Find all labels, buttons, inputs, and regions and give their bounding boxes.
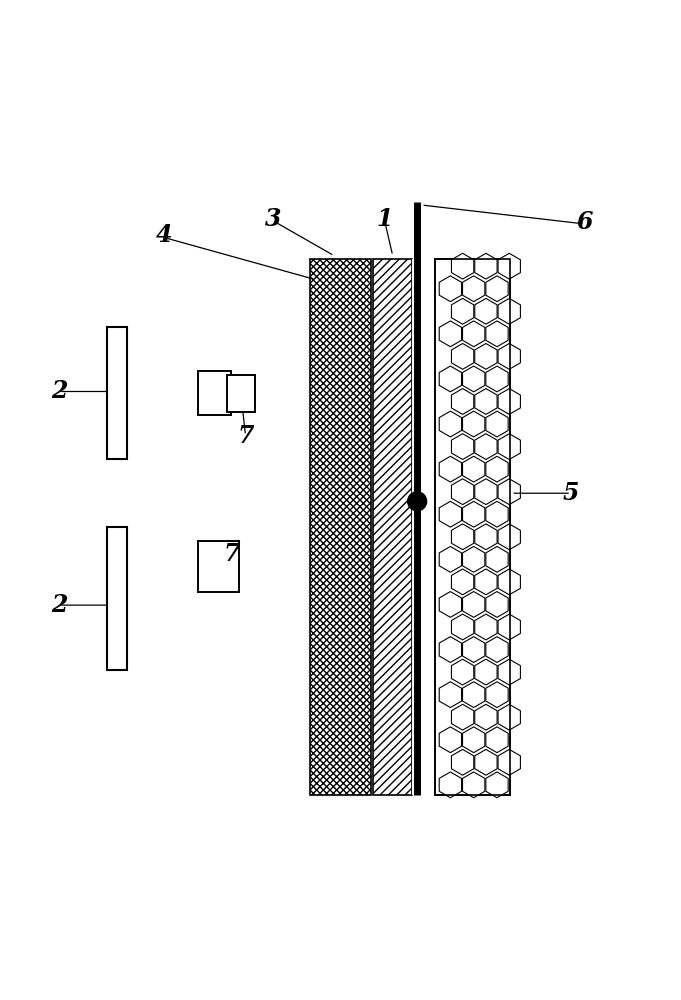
Polygon shape: [452, 389, 474, 414]
Bar: [413, 259, 418, 795]
Polygon shape: [462, 682, 485, 708]
Polygon shape: [439, 592, 462, 617]
Polygon shape: [498, 253, 520, 279]
Polygon shape: [498, 569, 520, 595]
Polygon shape: [439, 682, 462, 708]
Polygon shape: [475, 434, 497, 459]
Polygon shape: [439, 456, 462, 482]
Polygon shape: [462, 321, 485, 347]
Polygon shape: [452, 569, 474, 595]
Polygon shape: [452, 253, 474, 279]
Polygon shape: [475, 569, 497, 595]
Text: 5: 5: [563, 481, 580, 505]
Polygon shape: [475, 704, 497, 730]
Polygon shape: [486, 501, 508, 527]
Polygon shape: [439, 276, 462, 302]
Text: 2: 2: [51, 379, 67, 403]
Polygon shape: [439, 546, 462, 572]
Polygon shape: [498, 298, 520, 324]
Polygon shape: [486, 366, 508, 392]
Text: 7: 7: [237, 424, 254, 448]
Polygon shape: [498, 749, 520, 775]
Polygon shape: [439, 727, 462, 753]
Polygon shape: [498, 659, 520, 685]
Text: 4: 4: [156, 223, 172, 247]
Polygon shape: [439, 321, 462, 347]
Polygon shape: [486, 637, 508, 662]
Polygon shape: [462, 592, 485, 617]
Polygon shape: [475, 749, 497, 775]
Polygon shape: [498, 524, 520, 550]
Polygon shape: [486, 592, 508, 617]
Polygon shape: [475, 614, 497, 640]
Polygon shape: [452, 749, 474, 775]
Bar: [227, 375, 255, 412]
Text: 3: 3: [264, 207, 281, 231]
Polygon shape: [439, 772, 462, 798]
Polygon shape: [462, 637, 485, 662]
Polygon shape: [462, 727, 485, 753]
Polygon shape: [439, 411, 462, 437]
Polygon shape: [462, 411, 485, 437]
Bar: [310, 259, 371, 795]
Polygon shape: [462, 546, 485, 572]
Text: 7: 7: [224, 542, 240, 566]
Polygon shape: [486, 321, 508, 347]
Polygon shape: [439, 366, 462, 392]
Polygon shape: [462, 456, 485, 482]
Bar: [198, 541, 239, 592]
Bar: [310, 259, 371, 795]
Polygon shape: [475, 298, 497, 324]
Bar: [435, 259, 510, 795]
Polygon shape: [475, 344, 497, 369]
Polygon shape: [475, 659, 497, 685]
Polygon shape: [486, 411, 508, 437]
Text: 2: 2: [51, 593, 67, 617]
Polygon shape: [475, 389, 497, 414]
Polygon shape: [452, 479, 474, 505]
Polygon shape: [498, 434, 520, 459]
Text: 6: 6: [576, 210, 593, 234]
Polygon shape: [486, 682, 508, 708]
Polygon shape: [452, 524, 474, 550]
Polygon shape: [498, 344, 520, 369]
Polygon shape: [462, 772, 485, 798]
Polygon shape: [452, 434, 474, 459]
Polygon shape: [452, 298, 474, 324]
Polygon shape: [452, 704, 474, 730]
Bar: [106, 327, 127, 459]
Bar: [310, 259, 371, 795]
Polygon shape: [498, 479, 520, 505]
Polygon shape: [462, 276, 485, 302]
Bar: [198, 371, 231, 415]
Polygon shape: [486, 772, 508, 798]
Bar: [435, 259, 510, 795]
Polygon shape: [486, 546, 508, 572]
Polygon shape: [439, 637, 462, 662]
Polygon shape: [452, 614, 474, 640]
Polygon shape: [486, 727, 508, 753]
Polygon shape: [475, 479, 497, 505]
Polygon shape: [498, 389, 520, 414]
Polygon shape: [462, 366, 485, 392]
Polygon shape: [452, 344, 474, 369]
Bar: [373, 259, 413, 795]
Text: 1: 1: [377, 207, 393, 231]
Polygon shape: [498, 614, 520, 640]
Polygon shape: [462, 501, 485, 527]
Polygon shape: [439, 501, 462, 527]
Polygon shape: [486, 276, 508, 302]
Bar: [106, 527, 127, 670]
Polygon shape: [498, 704, 520, 730]
Circle shape: [408, 492, 426, 511]
Polygon shape: [475, 253, 497, 279]
Polygon shape: [475, 524, 497, 550]
Polygon shape: [452, 659, 474, 685]
Polygon shape: [486, 456, 508, 482]
